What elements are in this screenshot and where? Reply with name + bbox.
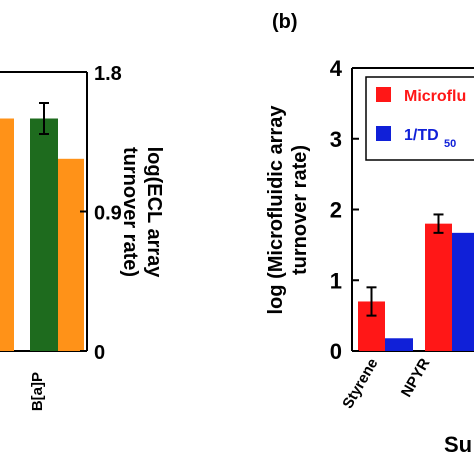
legend-label-td50-subscript: 50 xyxy=(444,138,456,150)
bar-1 xyxy=(0,118,14,351)
y-axis-tick-label: 0 xyxy=(330,339,342,364)
y-axis-tick-label: 3 xyxy=(330,127,342,152)
legend-swatch-td50 xyxy=(376,126,391,141)
panel-b-x-axis-label: Su xyxy=(444,432,472,457)
panel-b-x-tick-label: Styrene xyxy=(339,356,381,412)
panel-b-y-axis-label-line2: turnover rate) xyxy=(289,145,311,275)
panel-b-chart: (b) 0 1 2 3 4 log (Microfluidic array turnov… xyxy=(265,11,474,457)
panel-a-x-tick-label: B[a]P xyxy=(29,372,46,411)
right-axis-tick-label: 0 xyxy=(94,342,105,364)
panel-b-y-axis-label-line1: log (Microfluidic array xyxy=(265,105,287,315)
panel-a-axis-label-line1: log(ECL array xyxy=(143,147,165,279)
right-axis-tick-label: 0.9 xyxy=(94,203,122,225)
y-axis-tick-label: 2 xyxy=(330,198,342,223)
y-axis-tick-label: 1 xyxy=(330,268,342,293)
y-axis-tick-label: 4 xyxy=(330,56,343,81)
panel-a-chart: 0 0.9 1.8 B[a]P log(ECL array turnover rat… xyxy=(0,63,165,411)
panel-b-label: (b) xyxy=(272,11,298,33)
bar-1 xyxy=(385,338,413,351)
panel-b-legend: Microflu 1/TD 50 xyxy=(365,76,474,161)
panel-b-x-tick-label: NPYR xyxy=(398,355,434,400)
legend-label-td50: 1/TD xyxy=(404,127,439,144)
right-axis-tick-label: 1.8 xyxy=(94,63,122,85)
bar-0 xyxy=(425,223,452,351)
panel-a-axis-label-line2: turnover rate) xyxy=(119,147,141,277)
bar-1 xyxy=(452,232,474,351)
bar-1 xyxy=(58,158,84,351)
bar-0 xyxy=(30,118,58,351)
legend-swatch-microfluidic xyxy=(376,87,391,102)
legend-label-microfluidic: Microflu xyxy=(404,88,466,105)
